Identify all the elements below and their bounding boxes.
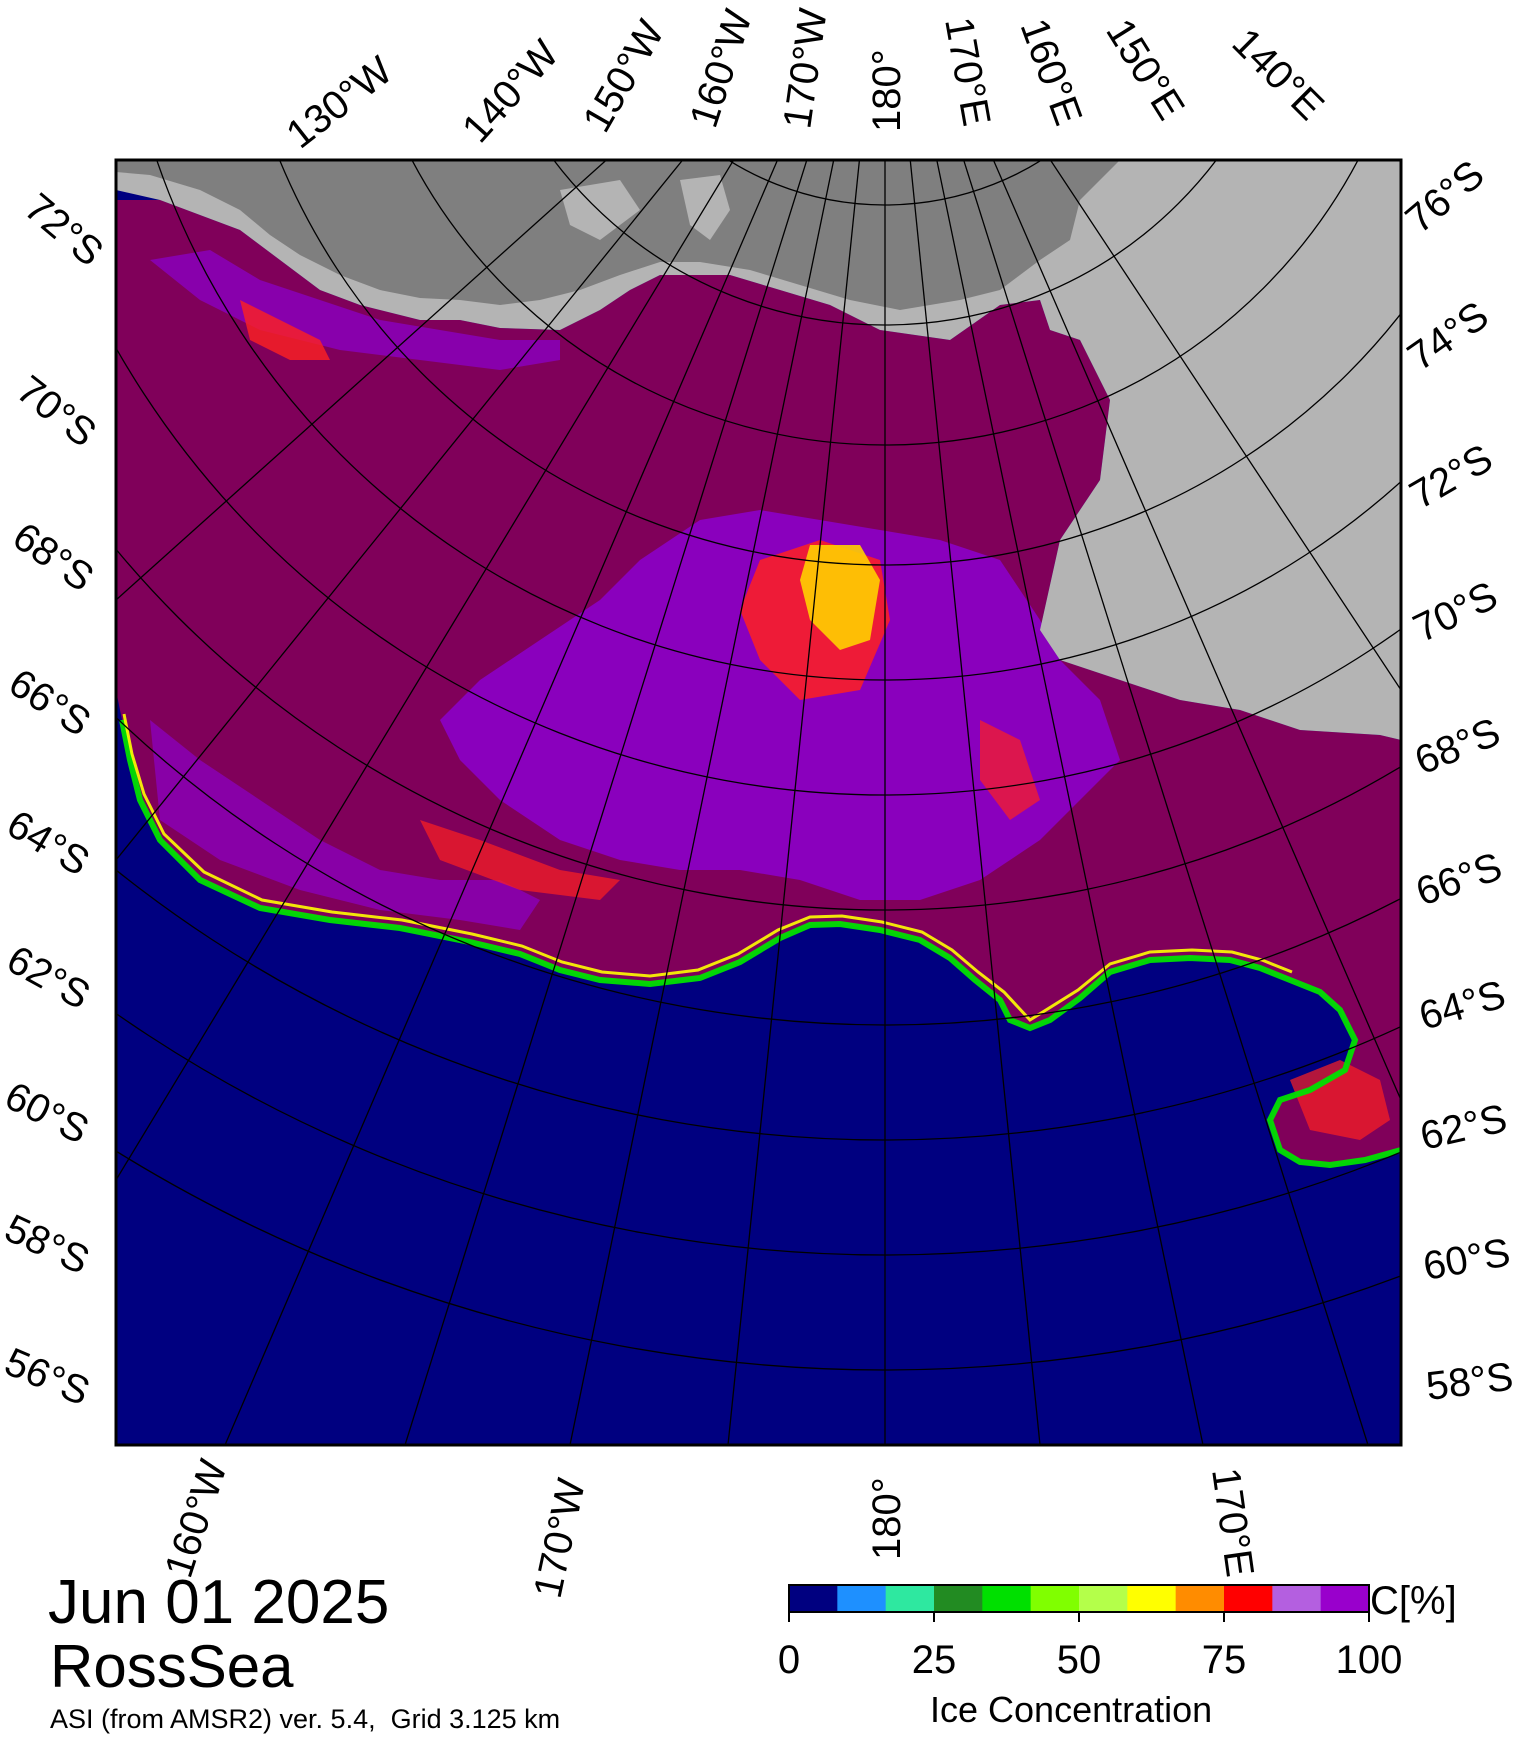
lat-label-right: 64°S [1414,972,1510,1038]
lon-label-bottom: 170°E [1203,1465,1262,1579]
lon-label-top: 170°E [936,14,998,129]
colorbar-segment [934,1585,983,1612]
lat-label-right: 58°S [1424,1355,1516,1409]
lat-label-right: 60°S [1420,1230,1513,1288]
colorbar-tick: 25 [911,1638,957,1682]
lat-label-left: 72°S [16,185,111,275]
colorbar-segment [1272,1585,1322,1612]
colorbar-segment [789,1585,838,1612]
colorbar-segment [885,1585,935,1612]
colorbar-tick: 50 [1056,1638,1102,1682]
lat-label-left: 70°S [8,367,104,455]
map-date: Jun 01 2025 [48,1568,390,1637]
ice-shelf [116,160,1401,740]
lon-label-top: 140°E [1224,20,1332,128]
top-longitude-labels: 130°W 140°W 150°W 160°W 170°W 180° 170°E… [278,4,1332,157]
colorbar-segment [1079,1585,1128,1612]
colorbar-segment [1127,1585,1177,1612]
lat-label-right: 72°S [1403,436,1500,518]
lon-label-bottom: 180° [865,1477,909,1560]
lat-label-left: 56°S [0,1340,96,1415]
colorbar-tick: 100 [1335,1638,1403,1682]
lon-label-top: 170°W [775,6,835,132]
lat-label-right: 76°S [1398,152,1493,242]
lat-label-left: 64°S [0,802,97,885]
land [116,160,1120,310]
right-latitude-labels: 76°S 74°S 72°S 70°S 68°S 66°S 64°S 62°S … [1398,152,1516,1409]
ice-edge [119,719,1401,1169]
data-source: ASI (from AMSR2) ver. 5.4, Grid 3.125 km [50,1704,561,1734]
colorbar-segment [1320,1585,1370,1612]
lon-label-top: 150°E [1097,11,1192,127]
lon-label-top: 160°E [1012,13,1091,131]
lat-label-left: 62°S [0,937,97,1018]
left-latitude-labels: 72°S 70°S 68°S 66°S 64°S 62°S 60°S 58°S … [0,185,111,1414]
ice-variability-zone [440,510,1120,900]
lon-label-top: 180° [865,49,909,132]
colorbar-segment [982,1585,1032,1612]
colorbar-title: Ice Concentration [930,1689,1213,1730]
colorbar-tick: 0 [777,1638,801,1682]
lat-label-right: 62°S [1416,1096,1511,1158]
colorbar-segment [1030,1585,1080,1612]
colorbar-unit: C[%] [1370,1579,1457,1623]
lat-label-left: 58°S [0,1206,96,1283]
lon-label-top: 140°W [454,32,567,151]
lat-label-right: 66°S [1411,845,1508,915]
lat-label-left: 68°S [5,514,102,600]
colorbar-segment [1175,1585,1225,1612]
colorbar-segment [837,1585,887,1612]
lon-label-top: 150°W [575,13,673,140]
graticule [116,160,1401,1445]
lat-label-right: 74°S [1400,293,1497,379]
lat-label-right: 70°S [1407,573,1505,651]
colorbar-tick: 75 [1201,1638,1247,1682]
lat-label-left: 60°S [0,1074,96,1153]
lon-label-bottom: 170°W [526,1475,594,1602]
lon-label-top: 130°W [278,48,400,157]
lon-label-top: 160°W [682,4,761,132]
lat-label-left: 66°S [1,661,98,745]
lat-label-right: 68°S [1409,710,1506,783]
lon-label-bottom: 160°W [157,1454,236,1582]
region-name: RossSea [50,1633,294,1700]
colorbar-segment [1224,1585,1273,1612]
colorbar [788,1584,1370,1622]
map-frame [114,158,1403,1447]
